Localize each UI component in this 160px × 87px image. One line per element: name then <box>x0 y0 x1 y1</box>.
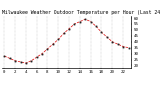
Text: Milwaukee Weather Outdoor Temperature per Hour (Last 24 Hours): Milwaukee Weather Outdoor Temperature pe… <box>2 10 160 15</box>
